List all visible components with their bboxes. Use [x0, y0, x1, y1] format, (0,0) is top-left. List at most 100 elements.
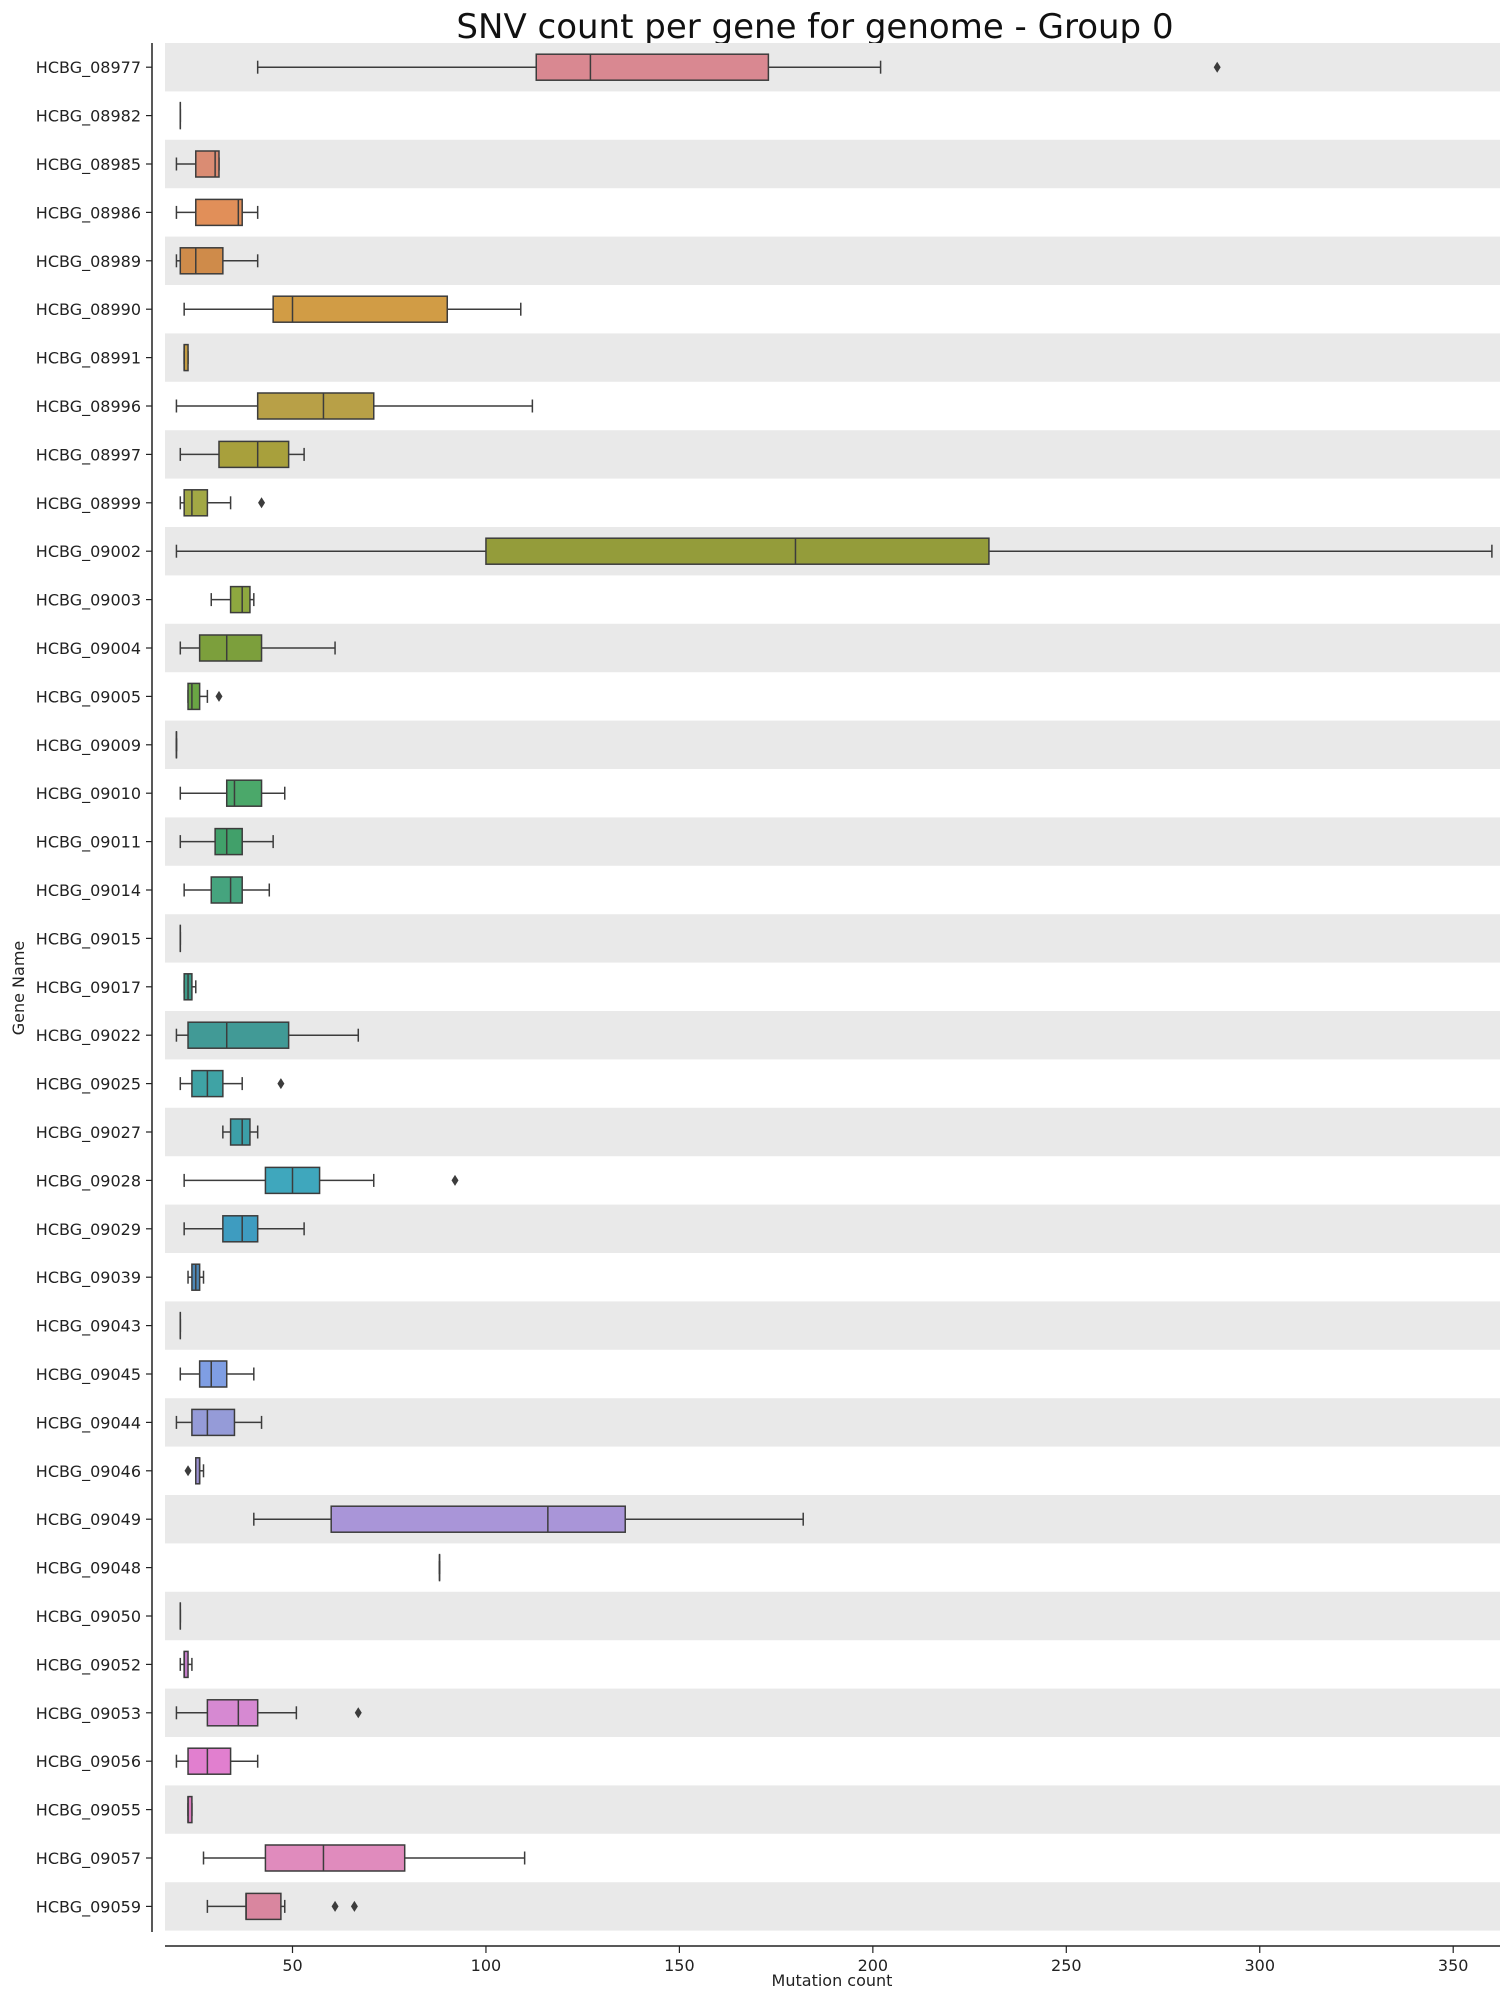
row-band [165, 139, 1500, 189]
gene-box [183, 1215, 305, 1243]
gene-box [256, 53, 1221, 81]
y-tick-label: HCBG_08996 [36, 397, 141, 417]
gene-box [179, 827, 274, 856]
y-tick-label: HCBG_09025 [36, 1075, 141, 1095]
box-iqr [198, 634, 263, 662]
y-tick-label: HCBG_09015 [36, 929, 141, 949]
y-tick-label: HCBG_09045 [36, 1365, 141, 1385]
outlier-point [258, 497, 266, 509]
box-iqr [229, 1118, 251, 1146]
row-bands [165, 43, 1500, 1931]
gene-box [184, 1457, 205, 1485]
gene-box [210, 585, 255, 614]
x-tick-label: 150 [664, 1956, 695, 1975]
gene-box [183, 876, 271, 904]
y-tick-label: HCBG_09004 [36, 639, 141, 659]
box-iqr [245, 1892, 282, 1921]
row-band [165, 1301, 1500, 1350]
y-tick-label: HCBG_08986 [36, 203, 141, 223]
y-tick-label: HCBG_09050 [36, 1607, 141, 1627]
gene-box [179, 634, 336, 662]
box-iqr [198, 1360, 228, 1388]
outlier-point [215, 690, 223, 702]
y-tick-label: HCBG_09053 [36, 1704, 141, 1724]
row-band [165, 1591, 1500, 1641]
box-iqr [179, 247, 224, 275]
gene-box [183, 973, 197, 1001]
row-band [165, 623, 1500, 673]
box-iqr [187, 1021, 290, 1049]
row-band [165, 914, 1500, 963]
y-axis: HCBG_08977 HCBG_08982 HCBG_08985 HCBG_08986… [36, 43, 153, 1932]
gene-box [179, 1360, 255, 1388]
row-band [165, 1882, 1500, 1931]
x-tick-label: 100 [471, 1956, 502, 1975]
box-iqr [229, 585, 251, 614]
row-band [165, 1107, 1500, 1157]
gene-box [175, 537, 1493, 565]
box-iqr [187, 1747, 232, 1775]
box-iqr [272, 295, 449, 323]
y-tick-label: HCBG_08977 [36, 58, 141, 78]
row-band [165, 817, 1500, 866]
y-tick-label: HCBG_09052 [36, 1655, 141, 1675]
row-band [165, 720, 1500, 769]
gene-box [202, 1844, 526, 1872]
y-tick-label: HCBG_09005 [36, 687, 141, 707]
box-iqr [218, 440, 290, 469]
gene-box [187, 1263, 205, 1291]
x-tick-label: 50 [282, 1956, 302, 1975]
box-iqr [225, 779, 263, 807]
outlier-point [451, 1174, 459, 1186]
y-tick-label: HCBG_09044 [36, 1413, 141, 1433]
y-tick-label: HCBG_09002 [36, 542, 141, 562]
y-tick-label: HCBG_09011 [36, 833, 141, 853]
gene-box [179, 779, 286, 807]
gene-box [175, 1408, 263, 1437]
gene-box [183, 343, 189, 372]
y-tick-label: HCBG_09059 [36, 1897, 141, 1917]
y-tick-label: HCBG_08990 [36, 300, 141, 320]
box-iqr [222, 1215, 259, 1243]
y-tick-label: HCBG_09046 [36, 1462, 141, 1482]
gene-box [175, 1021, 360, 1049]
y-tick-label: HCBG_09029 [36, 1220, 141, 1240]
row-band [165, 236, 1500, 285]
y-tick-label: HCBG_08985 [36, 155, 141, 175]
box-iqr [214, 827, 243, 856]
x-axis: 50 100 150 200 250 300 350 [165, 1945, 1500, 1975]
gene-box [222, 1118, 259, 1146]
y-tick-label: HCBG_08989 [36, 252, 141, 272]
row-band [165, 1204, 1500, 1253]
row-band [165, 1688, 1500, 1737]
box-iqr [535, 53, 770, 81]
gene-box [179, 440, 305, 469]
gene-box [175, 247, 259, 275]
outlier-point [1213, 61, 1221, 73]
x-tick-label: 250 [1051, 1956, 1082, 1975]
gene-box [175, 150, 220, 178]
outlier-point [277, 1078, 285, 1090]
y-tick-label: HCBG_09017 [36, 978, 141, 998]
box-iqr [330, 1505, 626, 1533]
y-tick-label: HCBG_09039 [36, 1268, 141, 1288]
y-tick-label: HCBG_08999 [36, 494, 141, 514]
gene-box [175, 1699, 362, 1727]
y-tick-label: HCBG_08997 [36, 445, 141, 465]
gene-box [183, 1166, 459, 1195]
row-band [165, 430, 1500, 479]
box-iqr [210, 876, 243, 904]
y-tick-label: HCBG_09027 [36, 1123, 141, 1143]
gene-box [179, 489, 266, 517]
y-tick-label: HCBG_09049 [36, 1510, 141, 1530]
gene-box [253, 1505, 804, 1533]
outlier-point [184, 1465, 192, 1477]
x-tick-label: 350 [1438, 1956, 1469, 1975]
y-tick-label: HCBG_08982 [36, 107, 141, 127]
gene-box [179, 1069, 285, 1098]
y-tick-label: HCBG_09010 [36, 784, 141, 804]
y-tick-label: HCBG_09028 [36, 1171, 141, 1191]
y-tick-label: HCBG_08991 [36, 349, 141, 369]
y-tick-label: HCBG_09048 [36, 1559, 141, 1579]
